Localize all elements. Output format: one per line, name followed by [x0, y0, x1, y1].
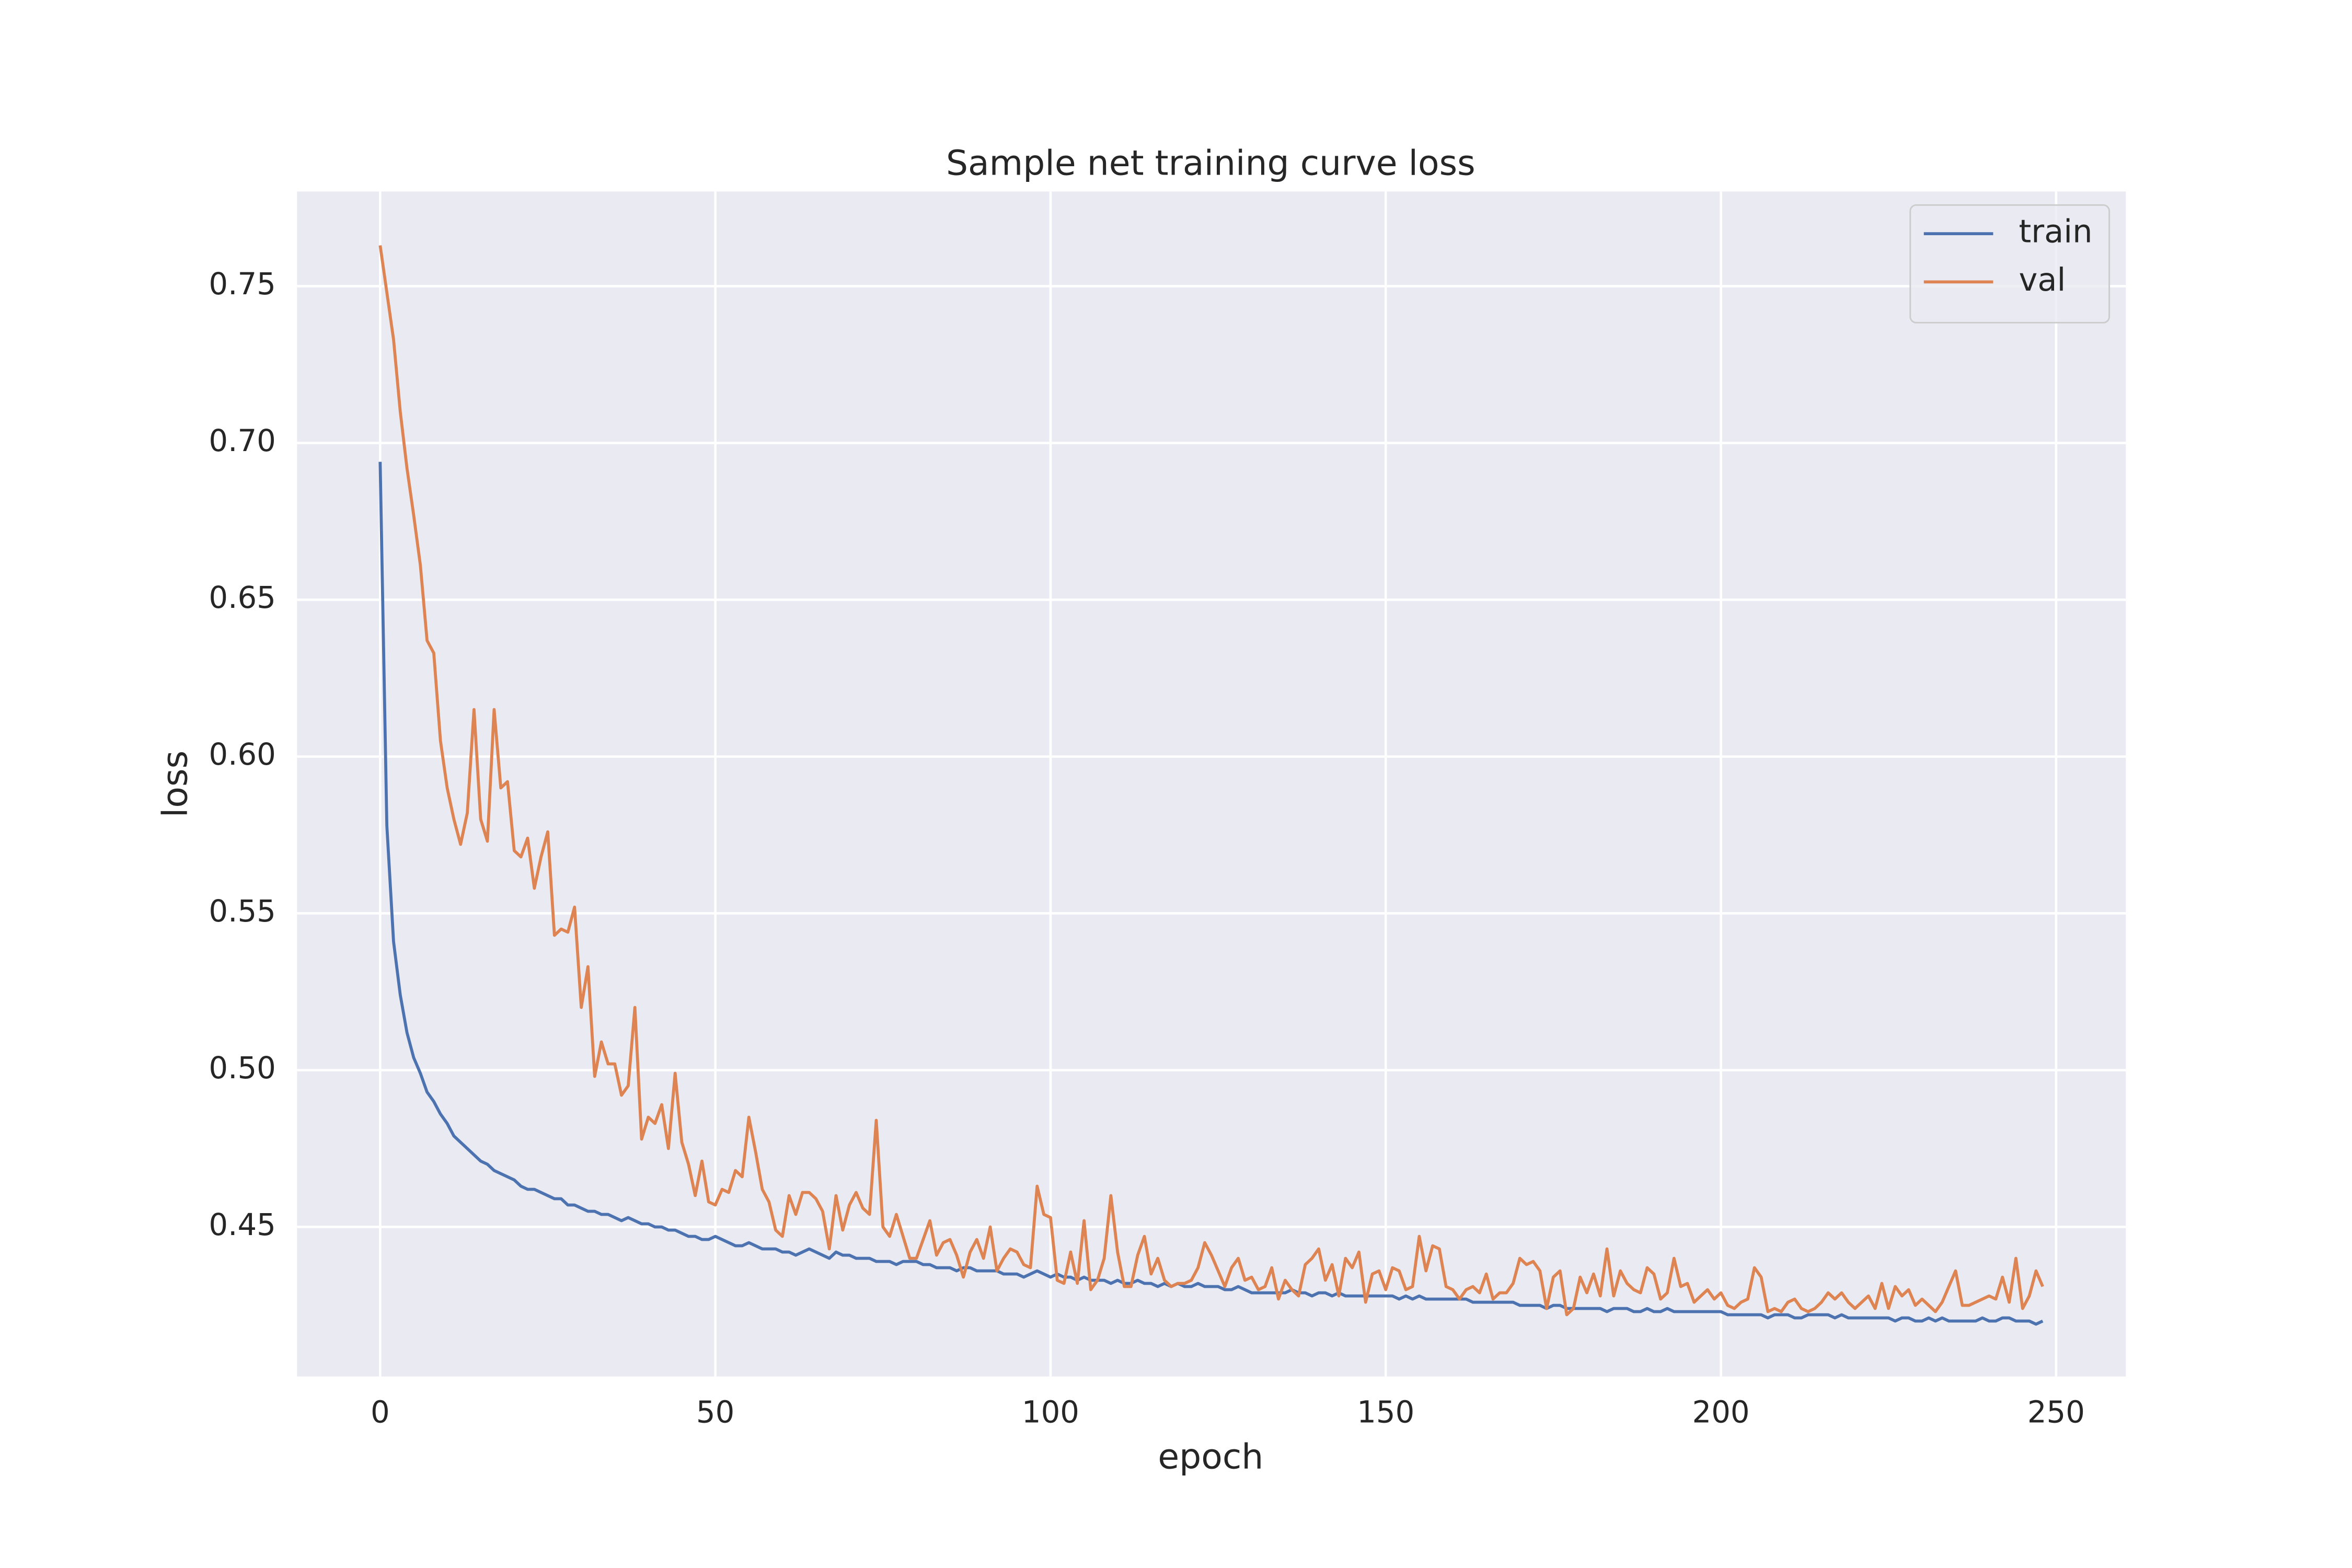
x-tick-label: 250 — [2027, 1394, 2085, 1429]
x-tick-label: 50 — [696, 1394, 734, 1429]
series-line — [378, 462, 2044, 1326]
x-tick-label: 100 — [1022, 1394, 1079, 1429]
x-axis-label: epoch — [1158, 1436, 1263, 1477]
y-tick-label: 0.50 — [209, 1050, 275, 1086]
x-tick-label: 200 — [1692, 1394, 1750, 1429]
chart-title: Sample net training curve loss — [946, 143, 1475, 183]
plot-area — [297, 191, 2126, 1377]
x-tick-label: 150 — [1357, 1394, 1414, 1429]
y-tick-label: 0.75 — [209, 266, 275, 302]
legend: train val — [1909, 204, 2111, 324]
y-tick-label: 0.45 — [209, 1207, 275, 1242]
lines — [378, 245, 2044, 1326]
y-tick-label: 0.65 — [209, 580, 275, 615]
legend-label: val — [2019, 262, 2066, 298]
ticks: 0 50 100 150 200 250 0.45 0.50 0.55 0.60 0.65 0.70 0… — [209, 266, 2085, 1429]
grid — [297, 191, 2126, 1377]
y-tick-label: 0.60 — [209, 736, 275, 772]
y-tick-label: 0.70 — [209, 423, 275, 458]
legend-label: train — [2019, 214, 2093, 250]
y-axis-label: loss — [155, 751, 195, 817]
y-tick-label: 0.55 — [209, 893, 275, 929]
series-line — [378, 245, 2044, 1317]
x-tick-label: 0 — [371, 1394, 390, 1429]
